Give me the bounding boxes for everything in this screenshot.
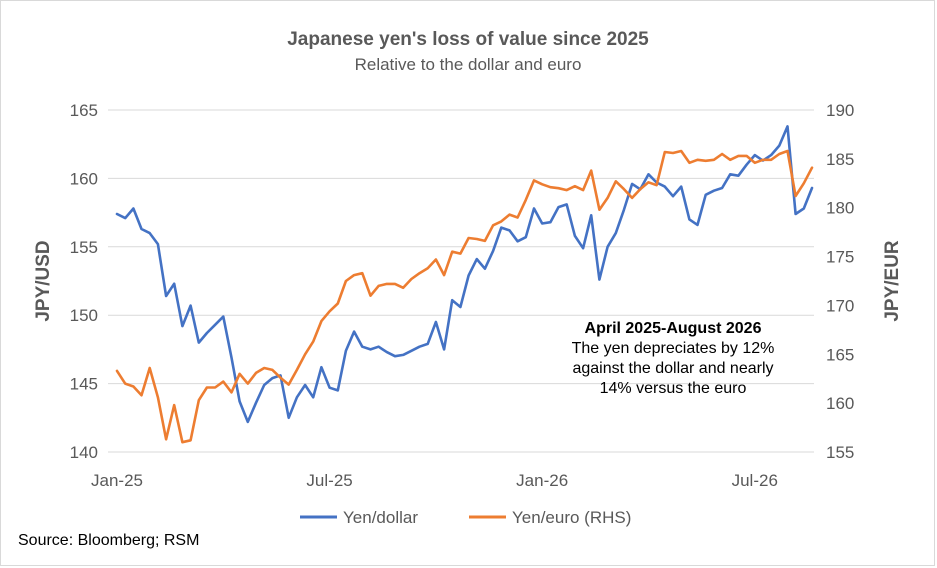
x-tick-label: Jul-26 bbox=[732, 471, 778, 490]
y-right-tick-label: 155 bbox=[826, 443, 854, 462]
legend: Yen/dollar Yen/euro (RHS) bbox=[300, 508, 631, 527]
y-right-tick-label: 160 bbox=[826, 394, 854, 413]
annotation-line-2: against the dollar and nearly bbox=[572, 360, 773, 377]
x-axis-ticks: Jan-25 Jul-25 Jan-26 Jul-26 bbox=[91, 471, 778, 490]
y-axis-right-title: JPY/EUR bbox=[882, 240, 903, 322]
legend-label-yen-dollar: Yen/dollar bbox=[343, 508, 418, 527]
y-right-tick-label: 185 bbox=[826, 150, 854, 169]
annotation: April 2025-August 2026 The yen depreciat… bbox=[572, 320, 775, 397]
source-note: Source: Bloomberg; RSM bbox=[18, 532, 199, 549]
series-layer bbox=[115, 125, 814, 444]
y-left-tick-label: 145 bbox=[70, 375, 98, 394]
y-left-tick-label: 160 bbox=[70, 169, 98, 188]
y-right-tick-label: 180 bbox=[826, 199, 854, 218]
annotation-line-1: The yen depreciates by 12% bbox=[572, 340, 775, 357]
x-tick-label: Jul-25 bbox=[306, 471, 352, 490]
y-left-tick-label: 155 bbox=[70, 238, 98, 257]
annotation-line-3: 14% versus the euro bbox=[600, 380, 747, 397]
y-right-tick-label: 190 bbox=[826, 101, 854, 120]
series-line-yen-dollar bbox=[115, 125, 814, 424]
y-axis-right-ticks: 155 160 165 170 175 180 185 190 bbox=[826, 101, 854, 462]
legend-label-yen-euro: Yen/euro (RHS) bbox=[512, 508, 631, 527]
chart-title: Japanese yen's loss of value since 2025 bbox=[287, 29, 649, 50]
y-right-tick-label: 165 bbox=[826, 345, 854, 364]
x-tick-label: Jan-26 bbox=[516, 471, 568, 490]
y-left-tick-label: 140 bbox=[70, 443, 98, 462]
y-axis-left-ticks: 140 145 150 155 160 165 bbox=[70, 101, 98, 462]
x-tick-label: Jan-25 bbox=[91, 471, 143, 490]
y-axis-left-title: JPY/USD bbox=[33, 240, 54, 321]
y-right-tick-label: 175 bbox=[826, 248, 854, 267]
series-line-yen-euro bbox=[115, 149, 814, 444]
y-left-tick-label: 150 bbox=[70, 306, 98, 325]
y-right-tick-label: 170 bbox=[826, 296, 854, 315]
y-left-tick-label: 165 bbox=[70, 101, 98, 120]
chart-subtitle: Relative to the dollar and euro bbox=[355, 55, 582, 74]
annotation-heading: April 2025-August 2026 bbox=[585, 320, 762, 337]
